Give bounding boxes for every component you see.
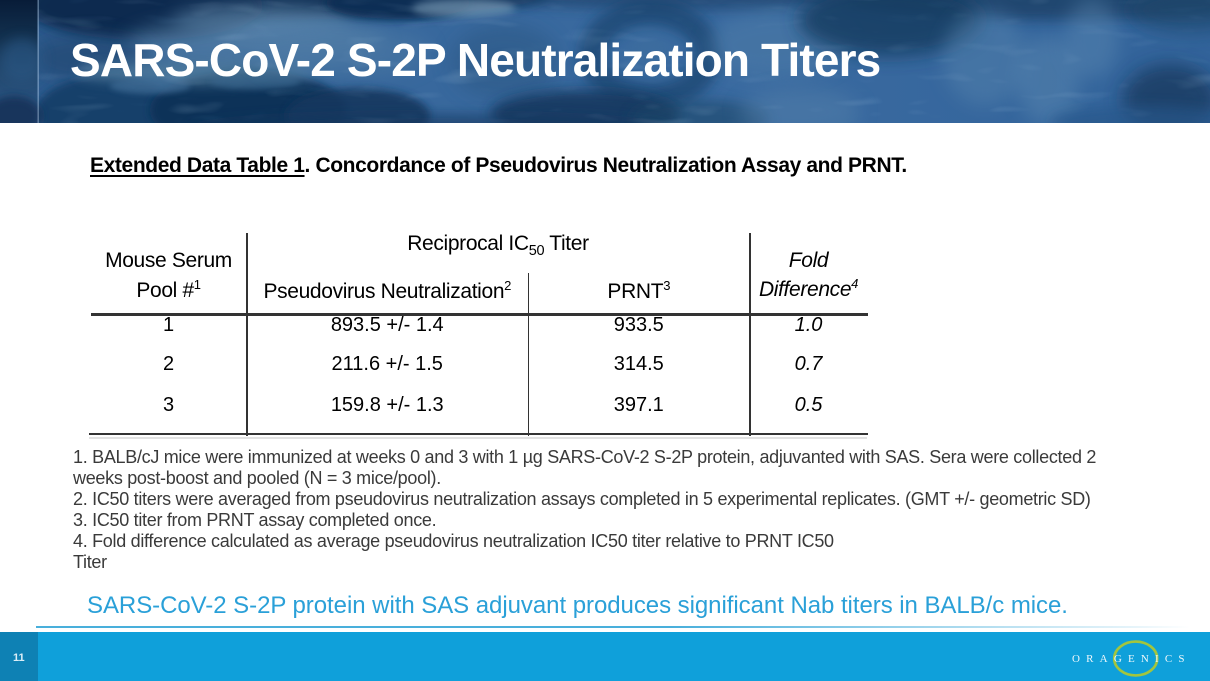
svg-text:ORAGENICS: ORAGENICS xyxy=(1072,653,1191,665)
